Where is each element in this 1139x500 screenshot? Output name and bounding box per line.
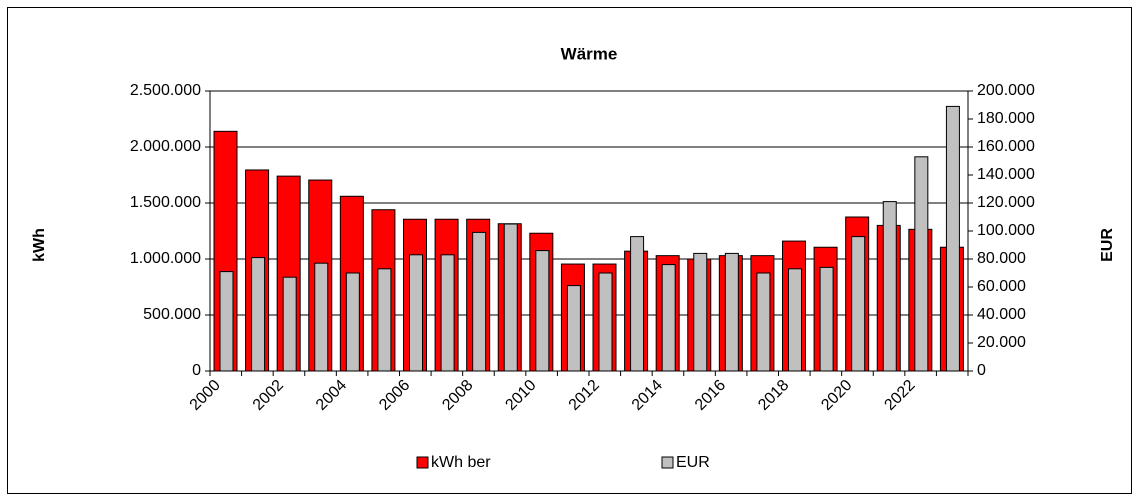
bar (219, 271, 234, 372)
y-axis-label: kWh (31, 228, 48, 262)
bar (661, 264, 676, 372)
y2-tick-label: 200.000 (977, 82, 1035, 99)
y-tick-label: 500.000 (143, 306, 201, 323)
bar (472, 231, 487, 372)
y2-tick-label: 80.000 (977, 250, 1026, 267)
bar (914, 156, 929, 372)
y-tick-label: 1.000.000 (130, 250, 201, 267)
y2-tick-label: 100.000 (977, 222, 1035, 239)
bar (724, 252, 739, 372)
bar (819, 266, 834, 372)
y-tick-label: 0 (192, 362, 201, 379)
y2-tick-label: 60.000 (977, 278, 1026, 295)
bar (409, 254, 423, 372)
legend-label: EUR (676, 454, 710, 471)
y2-tick-label: 160.000 (977, 138, 1035, 155)
bar (345, 272, 360, 372)
bar (882, 201, 897, 372)
bar (377, 268, 392, 372)
legend-swatch (416, 456, 429, 469)
y2-axis-label: EUR (1099, 228, 1116, 262)
chart-title: Wärme (561, 44, 618, 63)
bar (282, 276, 297, 372)
y2-tick-label: 20.000 (977, 334, 1026, 351)
bar (314, 262, 329, 372)
bar (945, 105, 960, 372)
bar (503, 223, 518, 372)
bar (598, 272, 613, 372)
y2-tick-label: 40.000 (977, 306, 1026, 323)
bar (630, 236, 645, 372)
y-tick-label: 1.500.000 (130, 194, 201, 211)
bar (440, 254, 455, 372)
bar (851, 236, 866, 372)
bar (251, 257, 266, 372)
y2-tick-label: 0 (977, 362, 986, 379)
legend-swatch (661, 456, 674, 469)
bar (693, 252, 708, 372)
y2-tick-label: 140.000 (977, 166, 1035, 183)
plot-area (210, 91, 968, 371)
y2-tick-label: 180.000 (977, 110, 1035, 127)
y-tick-label: 2.000.000 (130, 138, 201, 155)
bar (535, 250, 550, 372)
bar (788, 268, 802, 372)
bar (566, 285, 581, 372)
legend-label: kWh ber (431, 454, 491, 471)
bar (756, 272, 771, 372)
y2-tick-label: 120.000 (977, 194, 1035, 211)
y-tick-label: 2.500.000 (130, 82, 201, 99)
